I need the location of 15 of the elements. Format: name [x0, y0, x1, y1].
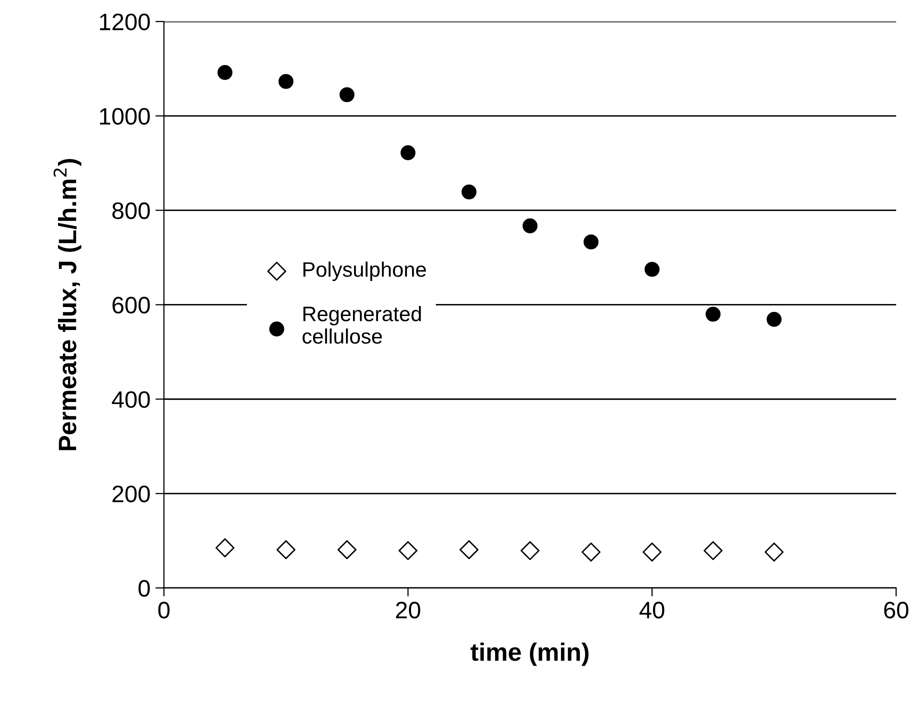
y-axis-title: Permeate flux, J (L/h.m$^{2}$): [54, 159, 82, 450]
y-tick-label: 1200: [100, 14, 150, 30]
y-tick-label: 1000: [100, 108, 150, 125]
y-tick-label: 600: [112, 296, 150, 314]
x-tick-label: 40: [639, 602, 664, 618]
x-tick-label: 20: [396, 602, 420, 618]
y-tick-label: 0: [138, 580, 150, 597]
y-tick-label: 800: [112, 202, 150, 220]
legend-label: Polysulphone: [303, 262, 426, 282]
y-tick-label: 200: [112, 486, 150, 502]
x-axis-title: time (min): [470, 642, 589, 666]
y-tick-label: 400: [112, 391, 150, 408]
legend-label: Regenerated cellulose: [302, 306, 421, 344]
x-tick-label: 60: [884, 602, 908, 618]
x-tick-label: 0: [158, 602, 170, 618]
